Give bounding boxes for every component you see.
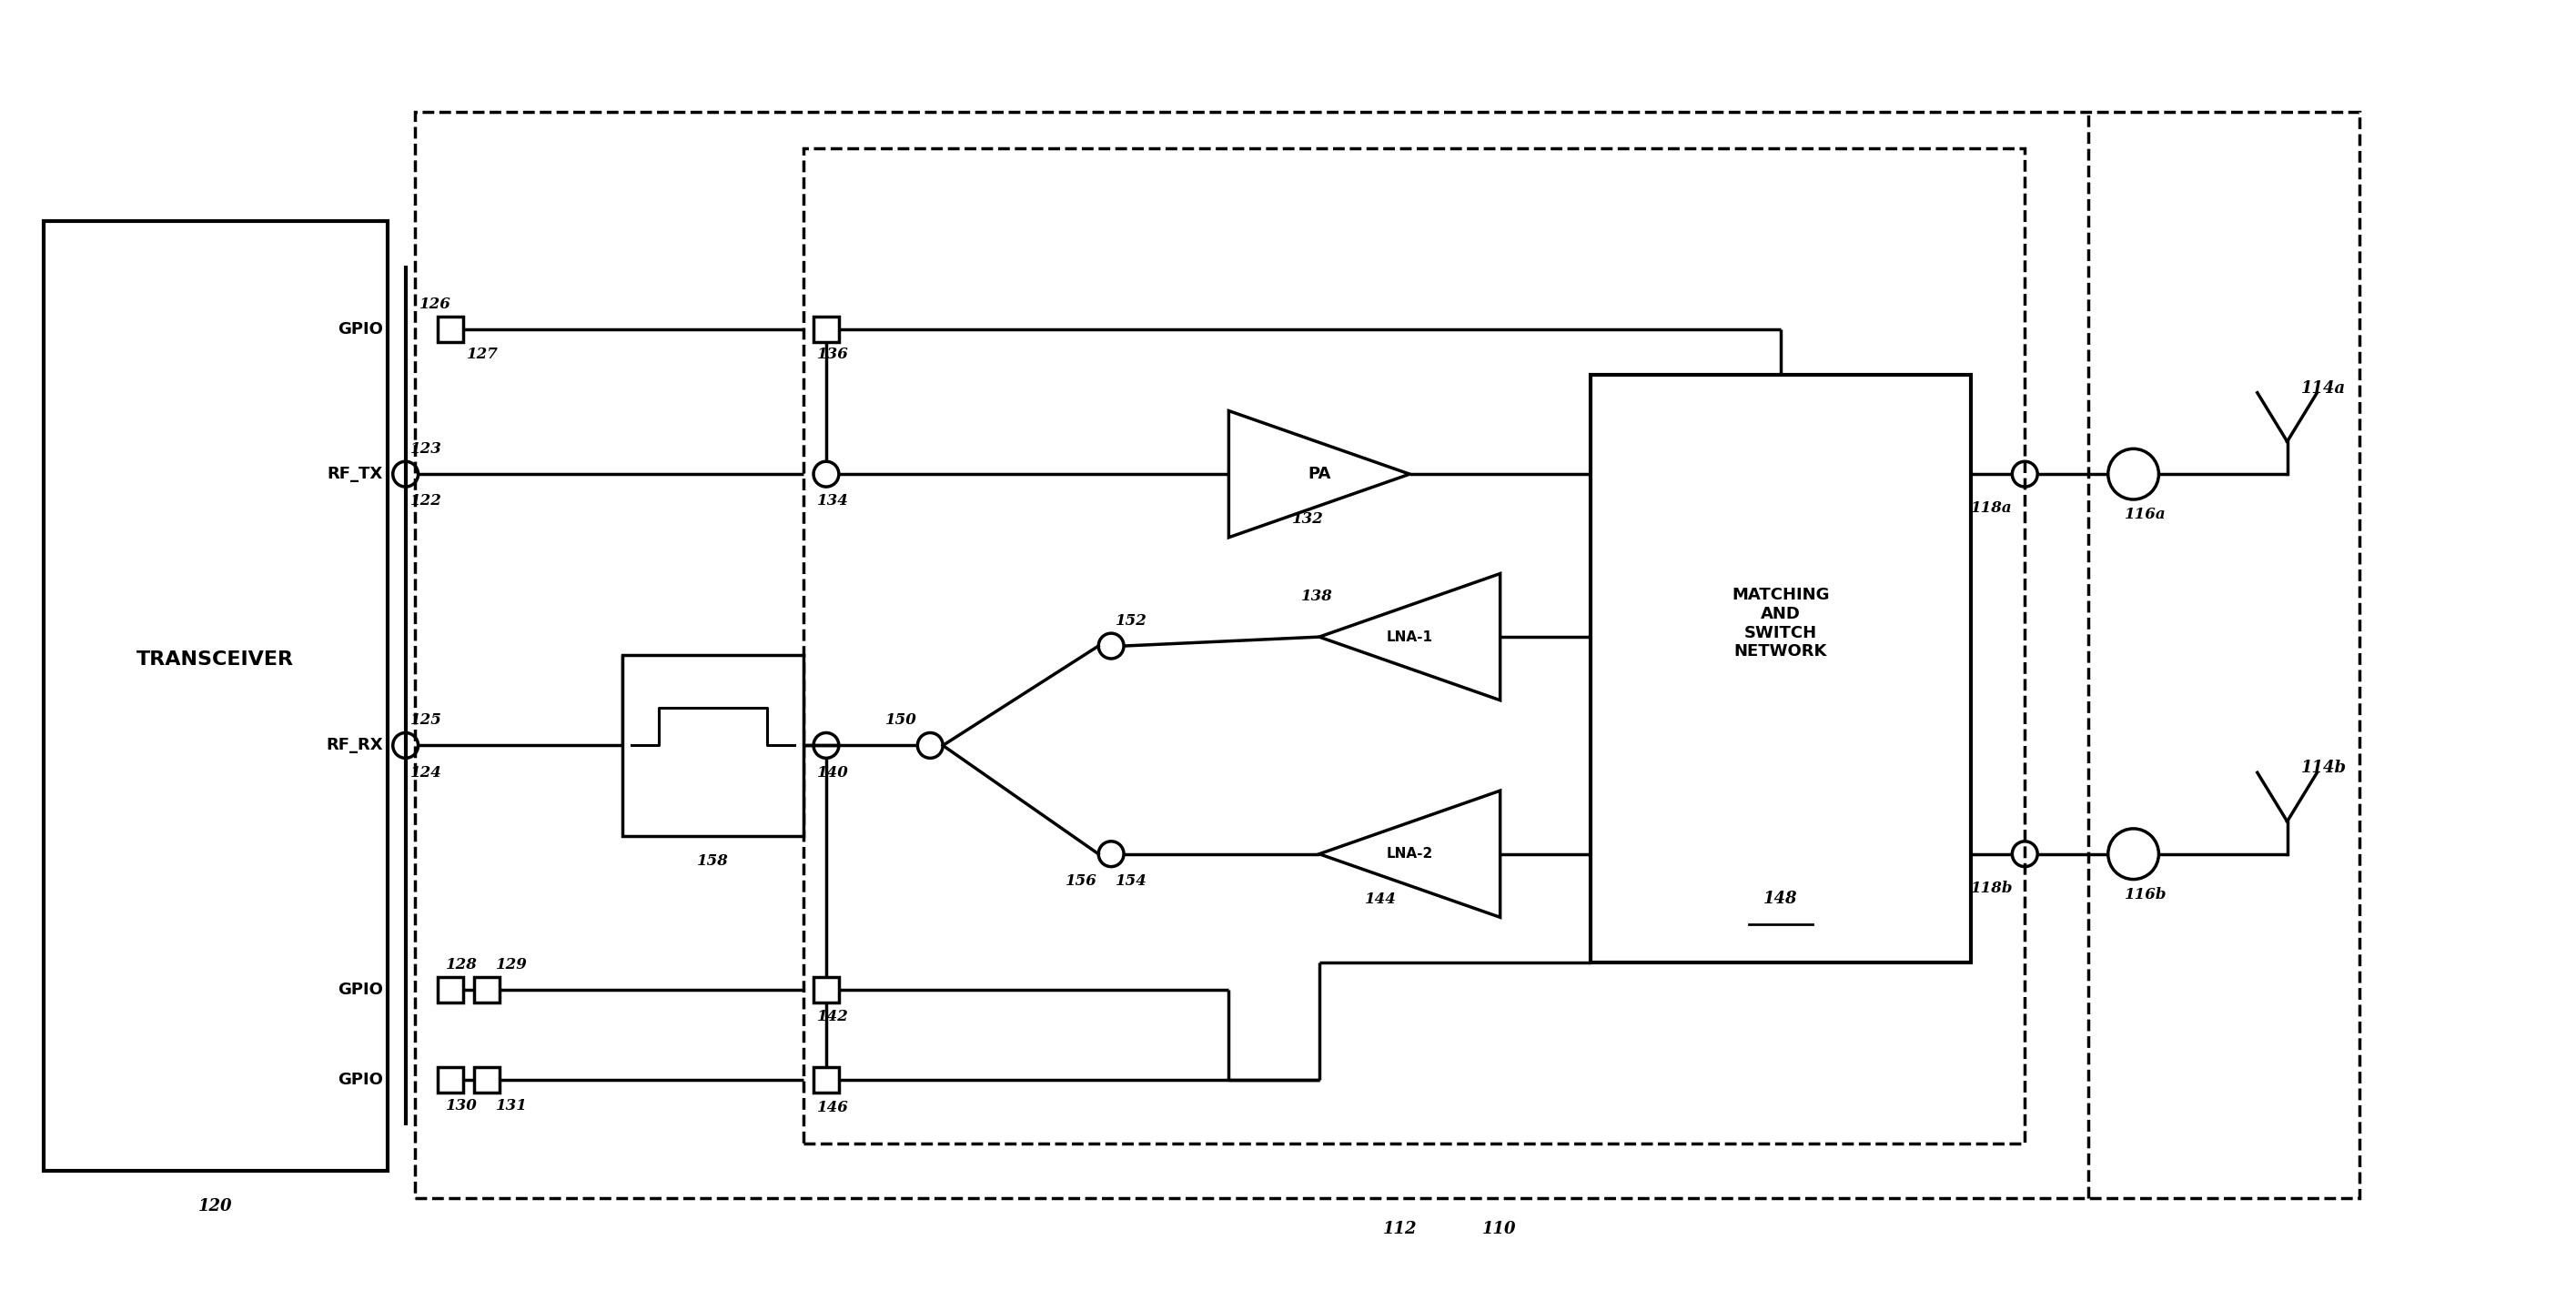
Text: 154: 154	[1115, 874, 1146, 889]
Text: 130: 130	[446, 1098, 479, 1114]
Text: GPIO: GPIO	[337, 321, 384, 338]
Text: 150: 150	[886, 713, 917, 728]
Bar	[623, 655, 804, 836]
Text: 120: 120	[198, 1199, 232, 1214]
Text: 110: 110	[1481, 1221, 1517, 1238]
Text: 116a: 116a	[2125, 507, 2166, 523]
Text: 114b: 114b	[2300, 760, 2347, 777]
Polygon shape	[1319, 574, 1499, 701]
Bar	[474, 977, 500, 1002]
Text: 114a: 114a	[2300, 380, 2347, 397]
Text: 152: 152	[1115, 613, 1146, 629]
Bar	[415, 113, 2360, 1197]
Text: 124: 124	[410, 765, 440, 781]
Text: 118a: 118a	[1971, 500, 2012, 516]
Text: LNA-1: LNA-1	[1386, 630, 1432, 643]
Text: RF_RX: RF_RX	[327, 738, 384, 753]
Text: RF_TX: RF_TX	[327, 466, 384, 482]
Text: 148: 148	[1765, 891, 1798, 908]
Text: MATCHING
AND
SWITCH
NETWORK: MATCHING AND SWITCH NETWORK	[1731, 587, 1829, 660]
Bar	[438, 1068, 464, 1093]
Text: 128: 128	[446, 956, 479, 972]
Text: 132: 132	[1293, 512, 1324, 527]
Text: 127: 127	[466, 347, 500, 363]
Bar	[814, 317, 840, 342]
Bar	[1589, 375, 1971, 963]
Text: 116b: 116b	[2125, 887, 2166, 903]
Bar	[804, 148, 2025, 1144]
Polygon shape	[1319, 791, 1499, 917]
Text: LNA-2: LNA-2	[1386, 848, 1432, 861]
Bar	[438, 977, 464, 1002]
Text: 142: 142	[817, 1009, 850, 1024]
Text: 140: 140	[817, 765, 850, 781]
Text: 126: 126	[420, 296, 451, 312]
Text: 122: 122	[410, 494, 440, 510]
Text: 134: 134	[817, 494, 850, 510]
Text: 118b: 118b	[1971, 880, 2012, 896]
Text: 131: 131	[497, 1098, 528, 1114]
Bar	[474, 1068, 500, 1093]
Text: 112: 112	[1383, 1221, 1417, 1238]
Text: GPIO: GPIO	[337, 1072, 384, 1089]
Polygon shape	[1229, 411, 1409, 537]
Text: PA: PA	[1309, 466, 1332, 482]
Bar	[814, 977, 840, 1002]
Text: 138: 138	[1301, 588, 1332, 604]
Text: GPIO: GPIO	[337, 981, 384, 998]
Text: 125: 125	[410, 713, 440, 728]
Text: 158: 158	[698, 854, 729, 869]
Bar	[44, 221, 386, 1171]
Text: 123: 123	[410, 441, 440, 456]
Text: 156: 156	[1066, 874, 1097, 889]
Bar	[814, 1068, 840, 1093]
Text: 129: 129	[497, 956, 528, 972]
Text: 144: 144	[1365, 892, 1396, 907]
Bar	[438, 317, 464, 342]
Text: TRANSCEIVER: TRANSCEIVER	[137, 651, 294, 668]
Text: 146: 146	[817, 1099, 850, 1115]
Text: 136: 136	[817, 347, 850, 363]
